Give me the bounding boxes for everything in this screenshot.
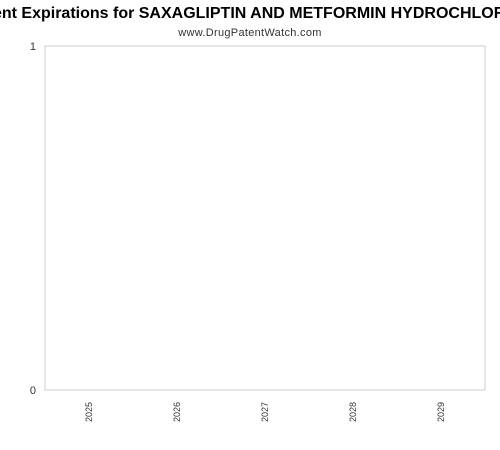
x-tick-label: 2028 [348,402,358,422]
x-tick-label: 2027 [260,402,270,422]
y-tick-label: 1 [30,41,36,53]
chart-subtitle: www.DrugPatentWatch.com [177,27,321,39]
y-tick-label: 0 [30,385,36,397]
plot-area [45,46,485,390]
x-tick-label: 2029 [436,402,446,422]
chart-title: Patent Expirations for SAXAGLIPTIN AND M… [0,5,500,22]
x-tick-label: 2025 [84,402,94,422]
y-axis-ticks: 01 [30,41,36,397]
x-axis-ticks: 2025 2026 2027 2028 2029 [84,402,446,422]
x-tick-label: 2026 [172,402,182,422]
